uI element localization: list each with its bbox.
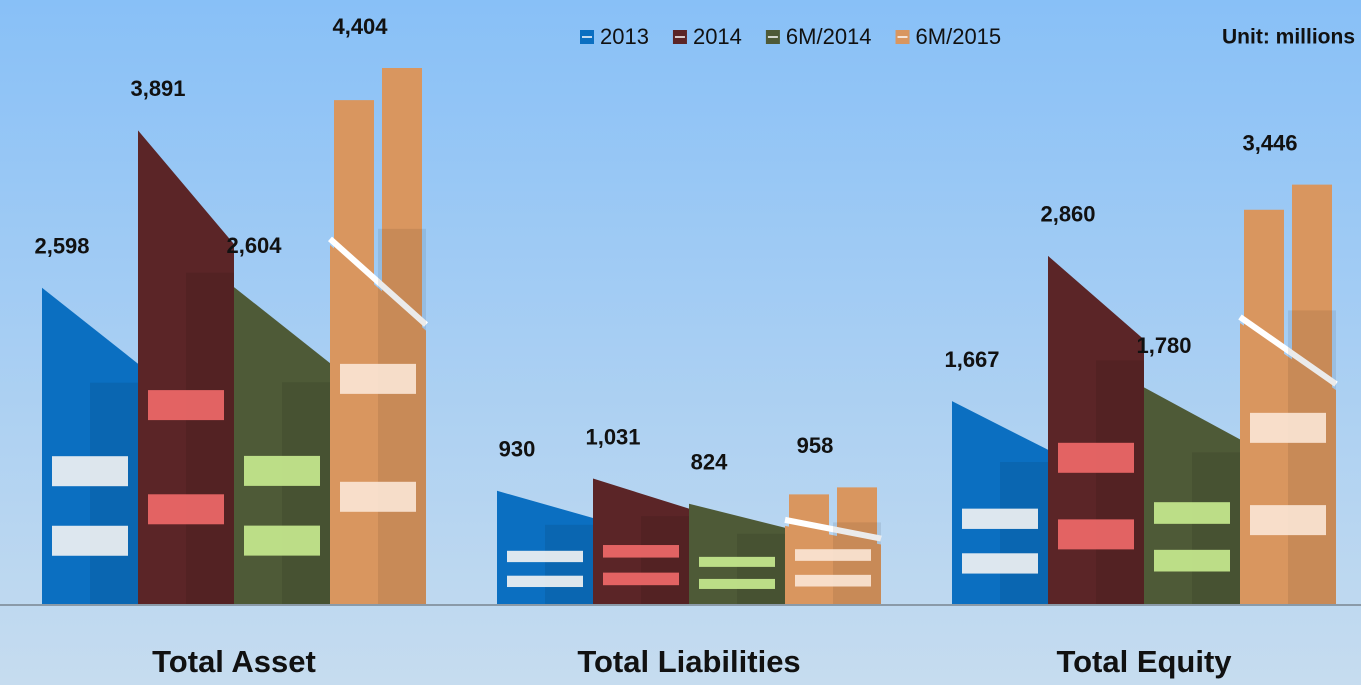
unit-note: Unit: millions: [1222, 26, 1355, 49]
value-label: 930: [499, 437, 536, 462]
category-label: Total Equity: [1056, 644, 1232, 679]
value-label: 2,598: [34, 234, 89, 259]
window: [962, 508, 1038, 529]
value-label: 824: [691, 450, 728, 475]
bar: [234, 287, 330, 604]
legend-label: 2014: [693, 24, 742, 49]
bar: [42, 287, 138, 604]
value-label: 3,891: [130, 76, 185, 101]
bar-shade: [545, 524, 593, 604]
window: [340, 481, 416, 512]
window: [244, 455, 320, 486]
legend-label: 6M/2015: [916, 24, 1002, 49]
window: [148, 494, 224, 525]
bar-shade: [1000, 461, 1048, 604]
bar-shade: [378, 228, 426, 605]
window: [1058, 519, 1134, 550]
window: [699, 578, 775, 589]
bar-shade: [1096, 360, 1144, 604]
roof-stripe: [328, 236, 428, 327]
bar: [330, 68, 426, 604]
roof-stripe: [784, 516, 882, 542]
window: [699, 556, 775, 567]
window: [52, 525, 128, 556]
value-label: 3,446: [1242, 130, 1297, 155]
value-label: 1,780: [1136, 333, 1191, 358]
bar-shade: [1288, 310, 1336, 604]
window: [603, 572, 679, 586]
window: [244, 525, 320, 556]
window: [1250, 505, 1326, 536]
value-label: 1,667: [944, 347, 999, 372]
bar: [138, 130, 234, 604]
legend-label: 6M/2014: [786, 24, 872, 49]
category-label: Total Liabilities: [577, 644, 800, 679]
value-label: 4,404: [332, 14, 388, 39]
bar-shade: [641, 516, 689, 604]
value-label: 958: [797, 433, 834, 458]
window: [1058, 442, 1134, 473]
bar-shade: [1192, 452, 1240, 604]
bar-shade: [833, 522, 881, 604]
window: [603, 545, 679, 558]
window: [1154, 549, 1230, 572]
window: [1250, 412, 1326, 443]
window: [340, 363, 416, 394]
window: [795, 549, 871, 561]
legend-label: 2013: [600, 24, 649, 49]
bar: [1048, 255, 1144, 604]
bar-shade: [186, 272, 234, 604]
bar-shade: [90, 382, 138, 604]
value-label: 1,031: [585, 424, 640, 449]
window: [795, 574, 871, 587]
category-label: Total Asset: [152, 644, 316, 679]
value-label: 2,604: [226, 233, 282, 258]
window: [962, 553, 1038, 574]
window: [148, 390, 224, 421]
bar-shade: [737, 533, 785, 604]
roof-stripe: [1238, 314, 1338, 387]
window: [507, 550, 583, 563]
window: [1154, 502, 1230, 524]
window: [507, 575, 583, 588]
value-label: 2,860: [1040, 202, 1095, 227]
bar: [1240, 184, 1336, 604]
bar-shade: [282, 382, 330, 604]
window: [52, 456, 128, 487]
